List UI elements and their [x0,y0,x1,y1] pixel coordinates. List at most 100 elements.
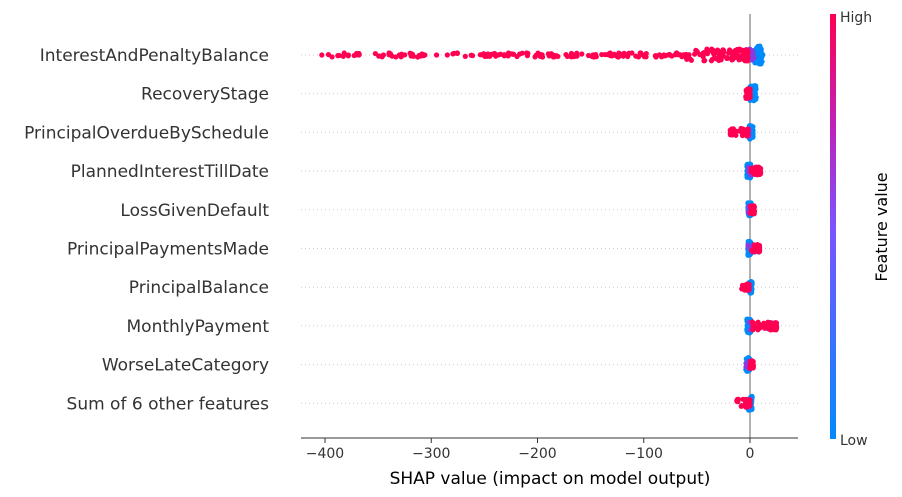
shap-dot-high [675,51,681,58]
shap-dot-outlier [422,52,428,58]
shap-dot-high [743,48,749,54]
shap-dot-high [756,244,763,250]
shap-dot-high [751,247,757,253]
shap-dot-high [756,248,763,254]
shap-dot-high [340,53,346,59]
shap-dot-high [621,52,628,58]
shap-dot-outlier [433,52,440,58]
shap-dot-high [614,54,621,60]
shap-dot-high [593,51,599,58]
shap-dot-high [497,51,504,57]
shap-dot-high [643,50,649,57]
shap-dot-outlier [380,52,387,58]
shap-dot-high [720,53,727,59]
shap-dot-high [509,51,516,57]
shap-dot-high [700,51,706,57]
shap-dot-high [757,166,763,172]
shap-dot-high [764,324,770,331]
shap-dot-high [731,52,737,58]
shap-dot-high [751,203,757,209]
shap-dot-low [752,83,758,89]
shap-dot-high [736,54,742,60]
x-axis-ticks: −400 −300 −200 −100 0 [306,438,755,462]
shap-dot-high [760,322,766,328]
shap-dot-high [744,129,750,135]
shap-dot-high [693,47,699,53]
shap-dot-low [757,43,763,49]
shap-dot-high [727,47,733,53]
shap-dot-high [555,53,561,60]
shap-dot-high [713,55,719,62]
shap-dot-high [468,52,474,58]
shap-dot-high [773,324,780,331]
shap-dot-low [751,87,757,93]
shap-dot-high [490,51,496,57]
colorbar-low-label: Low [840,433,868,449]
shap-dot-high [387,51,394,57]
shap-dot-high [738,403,744,409]
feature-label: WorseLateCategory [102,356,269,376]
colorbar-high-label: High [840,10,872,26]
shap-dot-high [564,53,571,59]
shap-dot-outlier [319,52,325,58]
feature-label: PrincipalBalance [129,278,269,298]
shap-dot-high [608,52,615,58]
x-tick-label: −300 [412,446,450,462]
shap-dot-low [758,61,764,67]
shap-dot-high [519,50,525,56]
shap-dot-high [482,53,488,60]
shap-dot-high [704,51,711,57]
shap-dot-high [537,51,543,58]
shap-dot-high [462,53,468,59]
feature-label: RecoveryStage [141,85,269,105]
shap-dot-high [653,54,659,60]
x-axis-label: SHAP value (impact on model output) [390,469,711,489]
shap-dot-high [550,54,556,60]
shap-dot-high [329,54,335,60]
shap-dot-high [667,52,673,58]
shap-dots [319,43,780,413]
shap-dot-high [745,95,751,101]
shap-dot-high [744,89,750,95]
shap-dot-high [728,131,734,137]
shap-dot-high [638,50,644,56]
shap-dot-high [629,50,635,56]
shap-dot-high [768,322,774,328]
shap-dot-high [751,208,757,214]
shap-dot-high [746,287,752,293]
shap-dot-outlier [345,52,351,58]
colorbar-title: Feature value [872,172,891,281]
shap-dot-high [708,47,714,54]
colorbar [830,14,836,439]
x-tick-label: 0 [746,446,755,462]
shap-dot-high [599,51,605,58]
x-tick-label: −100 [625,446,663,462]
shap-dot-high [450,51,456,57]
feature-label: Sum of 6 other features [67,394,270,414]
shap-dot-high [757,325,763,331]
feature-labels: InterestAndPenaltyBalance RecoveryStage Pr… [24,46,269,414]
x-tick-label: −200 [518,446,556,462]
shap-dot-high [753,164,759,170]
feature-label: LossGivenDefault [120,201,269,221]
shap-dot-high [351,52,357,59]
shap-dot-high [604,52,610,58]
shap-dot-high [721,49,727,55]
shap-dot-high [635,54,642,60]
shap-dot-outlier [396,52,402,58]
shap-dot-mid [745,242,751,248]
shap-dot-high [741,282,747,288]
shap-dot-high [523,50,530,56]
shap-dot-high [356,50,362,57]
shap-dot-high [574,53,580,59]
x-tick-label: −400 [306,446,344,462]
shap-dot-low [752,91,759,97]
feature-label: PrincipalOverdueBySchedule [24,123,269,143]
shap-dot-high [757,171,763,177]
feature-label: PlannedInterestTillDate [71,162,269,182]
shap-dot-high [444,52,450,58]
shap-dot-high [532,54,538,60]
shap-dot-high [751,323,757,329]
shap-dot-high [730,56,736,62]
